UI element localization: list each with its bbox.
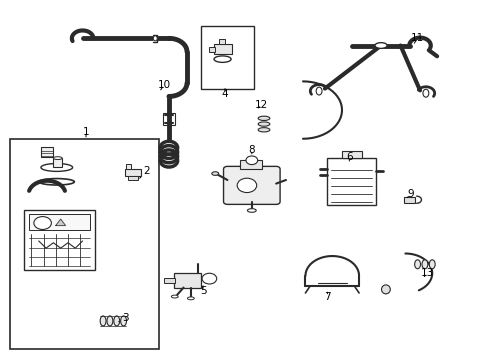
- Circle shape: [34, 217, 51, 229]
- Text: 3: 3: [119, 313, 128, 323]
- Ellipse shape: [53, 157, 62, 159]
- Bar: [128, 176, 138, 180]
- Bar: [173, 273, 200, 288]
- Text: 1: 1: [82, 127, 89, 137]
- Circle shape: [245, 156, 257, 165]
- Bar: [53, 158, 62, 167]
- Circle shape: [202, 273, 216, 284]
- Text: 6: 6: [346, 152, 352, 162]
- Ellipse shape: [316, 87, 322, 95]
- Text: 2: 2: [140, 166, 150, 178]
- Bar: [41, 147, 53, 157]
- Text: 8: 8: [248, 144, 255, 154]
- Ellipse shape: [153, 36, 157, 41]
- Bar: [29, 214, 90, 230]
- Ellipse shape: [414, 260, 420, 269]
- Ellipse shape: [121, 316, 126, 326]
- Bar: [125, 168, 141, 176]
- Ellipse shape: [211, 172, 218, 175]
- Bar: [162, 113, 175, 125]
- Ellipse shape: [187, 297, 194, 300]
- Text: 10: 10: [157, 80, 170, 90]
- Ellipse shape: [100, 316, 106, 326]
- Bar: [239, 160, 261, 169]
- Ellipse shape: [428, 260, 434, 269]
- Ellipse shape: [41, 163, 73, 171]
- Bar: [218, 40, 224, 44]
- Ellipse shape: [107, 316, 113, 326]
- Ellipse shape: [421, 260, 427, 269]
- Text: 7: 7: [324, 292, 330, 302]
- Bar: [24, 211, 95, 270]
- Bar: [208, 47, 214, 52]
- Bar: [163, 278, 174, 283]
- Text: 5: 5: [199, 286, 206, 296]
- Circle shape: [237, 178, 256, 193]
- Ellipse shape: [247, 209, 256, 212]
- Ellipse shape: [114, 316, 120, 326]
- FancyBboxPatch shape: [223, 166, 280, 204]
- Text: 11: 11: [410, 33, 424, 43]
- Ellipse shape: [258, 128, 269, 132]
- Bar: [126, 163, 131, 168]
- Text: 4: 4: [221, 89, 228, 99]
- Ellipse shape: [258, 116, 269, 121]
- Bar: [403, 197, 414, 203]
- Circle shape: [38, 218, 49, 226]
- Ellipse shape: [422, 89, 428, 97]
- Ellipse shape: [171, 295, 178, 298]
- Bar: [200, 26, 254, 89]
- Text: 9: 9: [406, 189, 413, 199]
- Ellipse shape: [258, 122, 269, 126]
- Bar: [327, 158, 375, 205]
- Bar: [213, 44, 232, 54]
- Bar: [10, 139, 159, 348]
- Polygon shape: [56, 219, 65, 226]
- Text: 12: 12: [254, 100, 267, 110]
- Ellipse shape: [381, 285, 389, 294]
- Ellipse shape: [374, 42, 386, 48]
- Text: 13: 13: [420, 268, 433, 278]
- Bar: [341, 151, 361, 158]
